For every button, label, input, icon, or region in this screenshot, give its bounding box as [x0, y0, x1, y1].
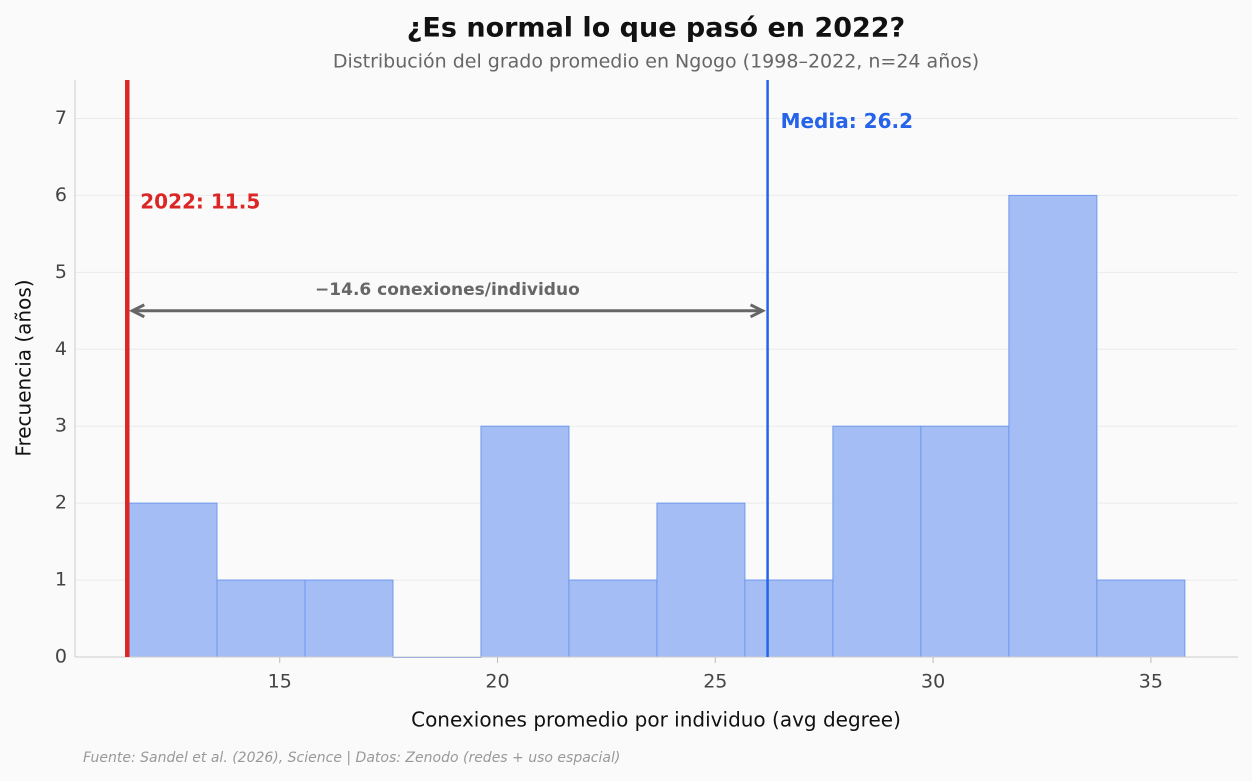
y-tick-label: 2: [55, 492, 67, 514]
histogram-bar: [920, 425, 1010, 658]
reference-label: 2022: 11.5: [140, 190, 260, 214]
chart-subtitle: Distribución del grado promedio en Ngogo…: [333, 51, 979, 73]
histogram-bar: [480, 425, 570, 658]
y-axis-label: Frecuencia (años): [12, 279, 36, 456]
x-tick-label: 35: [1139, 671, 1163, 693]
y-tick-label: 4: [55, 338, 67, 360]
source-note: Fuente: Sandel et al. (2026), Science | …: [83, 750, 620, 766]
histogram-bar: [304, 579, 394, 658]
histogram-bar: [832, 425, 922, 658]
histogram-bar: [744, 579, 834, 658]
y-tick-label: 1: [55, 569, 67, 591]
arrow-label: −14.6 conexiones/individuo: [315, 280, 580, 300]
x-tick-label: 20: [485, 671, 509, 693]
y-tick-label: 0: [55, 646, 67, 668]
histogram-bar: [568, 579, 658, 658]
y-tick-label: 5: [55, 261, 67, 283]
chart-title: ¿Es normal lo que pasó en 2022?: [407, 13, 905, 44]
x-tick-label: 15: [268, 671, 292, 693]
x-axis-label: Conexiones promedio por individuo (avg d…: [411, 708, 901, 732]
histogram-bar: [656, 502, 746, 658]
x-tick-label: 30: [921, 671, 945, 693]
y-tick-label: 6: [55, 184, 67, 206]
arrow-head: [128, 303, 145, 319]
x-tick-label: 25: [703, 671, 727, 693]
reference-label: Media: 26.2: [781, 109, 913, 133]
histogram-bar: [128, 502, 218, 658]
histogram-bar: [1096, 579, 1186, 658]
y-tick-label: 3: [55, 415, 67, 437]
histogram-bar: [1008, 194, 1098, 658]
arrow-head: [749, 303, 766, 319]
histogram-bar: [216, 579, 306, 658]
y-tick-label: 7: [55, 107, 67, 129]
